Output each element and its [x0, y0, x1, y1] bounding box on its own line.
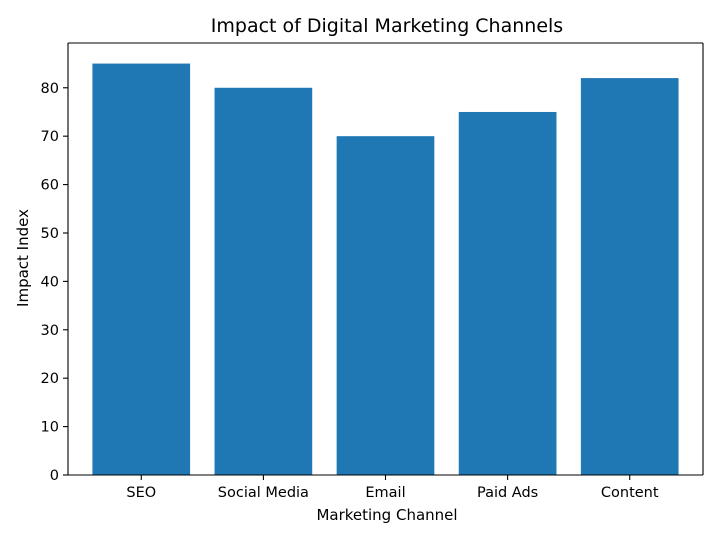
y-tick-label: 70	[41, 129, 59, 145]
bar-seo	[92, 63, 191, 475]
bar-content	[580, 78, 679, 475]
x-tick-label: SEO	[126, 485, 156, 501]
x-tick-label: Email	[365, 485, 405, 501]
plot-area: 0 10 20 30 40 50 60 70 80 SEO Social Media Email Pai…	[41, 42, 704, 501]
y-tick-label: 20	[41, 371, 59, 387]
x-axis-label: Marketing Channel	[316, 506, 457, 524]
bar-paid-ads	[458, 111, 557, 475]
y-tick-label: 0	[50, 468, 59, 484]
x-tick-label: Content	[601, 485, 659, 501]
y-tick-label: 60	[41, 178, 59, 194]
y-tick-label: 10	[41, 420, 59, 436]
x-tick-label: Paid Ads	[477, 485, 538, 501]
y-axis-label: Impact Index	[14, 209, 32, 307]
bar-social-media	[214, 87, 313, 476]
chart-title: Impact of Digital Marketing Channels	[211, 15, 563, 37]
y-tick-label: 40	[41, 274, 59, 290]
y-tick-label: 30	[41, 323, 59, 339]
x-tick-label: Social Media	[218, 485, 309, 501]
y-tick-label: 80	[41, 81, 59, 97]
bar-email	[336, 136, 435, 475]
y-tick-label: 50	[41, 226, 59, 242]
